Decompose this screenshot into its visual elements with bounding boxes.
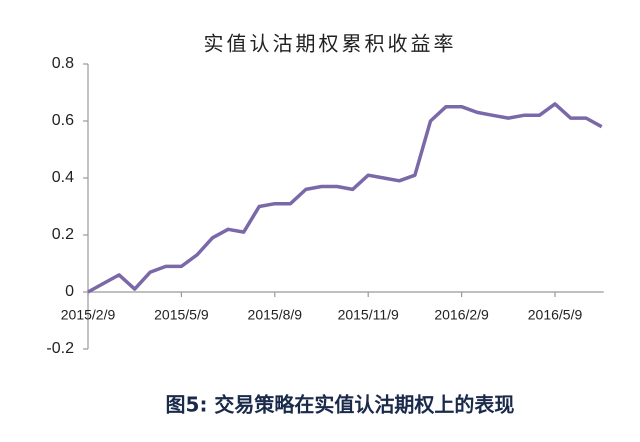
y-tick-label: 0.6 [52,112,74,129]
y-tick-label: 0.2 [52,226,74,243]
y-tick-label: -0.2 [46,340,74,357]
x-tick-label: 2015/5/9 [154,307,209,323]
x-tick-label: 2015/11/9 [338,307,399,323]
x-tick-label: 2015/8/9 [248,307,303,323]
x-tick-label: 2015/2/9 [61,307,116,323]
line-series [87,102,603,294]
y-tick-label: 0 [65,283,74,300]
x-tick-label: 2016/2/9 [434,307,489,323]
x-tick-label: 2016/5/9 [528,307,583,323]
y-tick-label: 0.8 [52,55,74,72]
y-tick-label: 0.4 [52,169,74,186]
chart-title: 实值认沽期权累积收益率 [204,32,457,56]
chart-caption: 图5: 交易策略在实值认沽期权上的表现 [166,393,515,417]
